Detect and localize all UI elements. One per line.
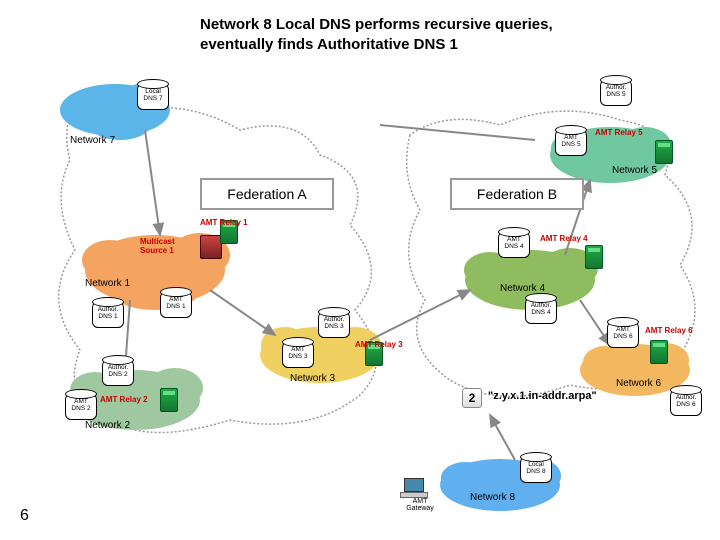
- author-dns-5: Author.DNS 5: [600, 78, 632, 106]
- network-6-label: Network 6: [616, 378, 661, 389]
- amt-relay-4: [585, 245, 603, 269]
- amt-dns-3: AMTDNS 3: [282, 340, 314, 368]
- amt-relay-1-label: AMT Relay 1: [200, 218, 248, 227]
- arrow: [490, 415, 515, 460]
- amt-relay-5: [655, 140, 673, 164]
- author-dns-4: Author.DNS 4: [525, 296, 557, 324]
- arrow: [380, 125, 535, 140]
- multicast-source-1: [200, 235, 222, 259]
- query-text: "z.y.x.1.in-addr.arpa": [488, 390, 597, 402]
- amt-relay-4-label: AMT Relay 4: [540, 234, 588, 243]
- federation-a-box: Federation A: [200, 178, 334, 210]
- network-7-label: Network 7: [70, 135, 115, 146]
- multicast-source-label: MulticastSource 1: [140, 238, 175, 256]
- amt-dns-4: AMTDNS 4: [498, 230, 530, 258]
- federation-b-box: Federation B: [450, 178, 584, 210]
- network-1-label: Network 1: [85, 278, 130, 289]
- step-2-badge: 2: [462, 388, 482, 408]
- amt-relay-5-label: AMT Relay 5: [595, 128, 643, 137]
- network-3-label: Network 3: [290, 373, 335, 384]
- amt-relay-3-label: AMT Relay 3: [355, 340, 403, 349]
- amt-relay-2-label: AMT Relay 2: [100, 395, 148, 404]
- network-5-label: Network 5: [612, 165, 657, 176]
- network-8-label: Network 8: [470, 492, 515, 503]
- author-dns-1: Author.DNS 1: [92, 300, 124, 328]
- network-2-label: Network 2: [85, 420, 130, 431]
- amt-relay-2: [160, 388, 178, 412]
- page-number: 6: [20, 507, 29, 525]
- amt-dns-2: AMTDNS 2: [65, 392, 97, 420]
- amt-gateway-icon: [400, 478, 428, 496]
- amt-dns-6: AMTDNS 6: [607, 320, 639, 348]
- local-dns-8: LocalDNS 8: [520, 455, 552, 483]
- arrow: [580, 300, 610, 345]
- amt-gateway-label: AMTGateway: [400, 498, 440, 512]
- amt-dns-5: AMTDNS 5: [555, 128, 587, 156]
- arrow: [145, 130, 160, 235]
- amt-dns-1: AMTDNS 1: [160, 290, 192, 318]
- amt-relay-6-label: AMT Relay 6: [645, 326, 693, 335]
- arrow: [210, 290, 275, 335]
- author-dns-2: Author.DNS 2: [102, 358, 134, 386]
- amt-relay-6: [650, 340, 668, 364]
- author-dns-3: Author.DNS 3: [318, 310, 350, 338]
- local-dns-7: LocalDNS 7: [137, 82, 169, 110]
- arrow: [370, 290, 470, 340]
- author-dns-6: Author.DNS 6: [670, 388, 702, 416]
